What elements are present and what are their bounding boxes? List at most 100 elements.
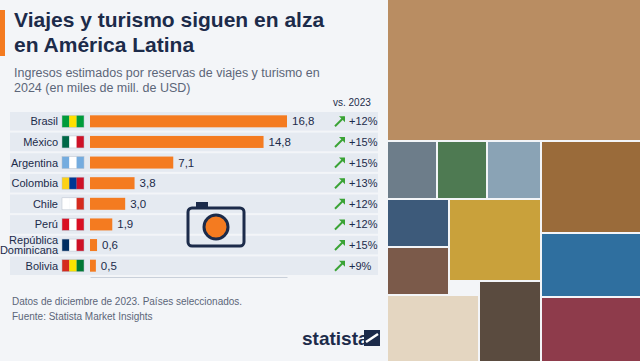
flag-stripe (69, 218, 76, 230)
photo (542, 234, 640, 296)
category-label: Colombia (2, 173, 58, 194)
photo (388, 142, 436, 198)
data-label: 16,8 (292, 115, 314, 127)
chart-svg: 16,814,87,13,83,01,90,60,5vs. 2023+12%+1… (0, 0, 640, 361)
data-labels: 16,814,87,13,83,01,90,60,5 (101, 115, 315, 271)
logo-icon (364, 330, 380, 346)
arrow-head (339, 240, 345, 246)
flag-stripe (69, 157, 76, 169)
logo-stroke (366, 334, 378, 342)
flag-stripe (77, 157, 84, 169)
subtitle: Ingresos estimados por reservas de viaje… (14, 66, 344, 96)
change-arrow (335, 116, 345, 126)
photo-collage (388, 0, 640, 361)
flag-stripe (77, 239, 84, 251)
data-label: 1,9 (117, 218, 133, 230)
arrow-shaft (335, 262, 344, 271)
flag-stripe (62, 239, 69, 251)
change-arrow (335, 199, 345, 209)
x-axis (91, 277, 288, 278)
row-band (10, 256, 378, 275)
flag-stripe (69, 198, 76, 210)
change-label: +9% (349, 260, 372, 272)
arrow-head (339, 199, 345, 205)
row-band (10, 133, 378, 152)
photo (542, 142, 640, 232)
arrow-head (339, 261, 345, 267)
flag-stripe (69, 115, 76, 127)
change-column: +12%+15%+15%+13%+12%+12%+15%+9% (335, 115, 378, 271)
photo (388, 0, 640, 140)
category-label: República Dominicana (2, 235, 58, 256)
flag-stripe (77, 177, 84, 189)
arrow-head (339, 137, 345, 143)
flag-stripe (77, 136, 84, 148)
change-label: +12% (349, 198, 378, 210)
photo (438, 142, 486, 198)
bar (90, 198, 125, 210)
category-label: Argentina (2, 152, 58, 173)
change-arrow (335, 137, 345, 147)
photo (388, 248, 448, 294)
data-label: 7,1 (178, 157, 194, 169)
axis-line (91, 277, 288, 278)
arrow-head (339, 219, 345, 225)
flag-border (62, 157, 84, 169)
category-label: Chile (2, 194, 58, 215)
photo (388, 296, 478, 361)
title-accent (0, 10, 5, 56)
row-bands (10, 112, 378, 275)
camera-body (188, 208, 244, 246)
data-label: 0,5 (101, 260, 117, 272)
arrow-shaft (335, 220, 344, 229)
flag-stripe (69, 136, 76, 148)
change-arrow (335, 219, 345, 229)
change-label: +15% (349, 239, 378, 251)
flags (62, 115, 84, 271)
change-label: +15% (349, 157, 378, 169)
change-arrow (335, 240, 345, 250)
camera-lens (204, 215, 228, 239)
photo (480, 282, 540, 361)
flag-border (62, 115, 84, 127)
bar (90, 157, 173, 169)
bar (90, 218, 112, 230)
photo (388, 200, 448, 246)
row-band (10, 112, 378, 131)
flag-stripe (77, 198, 84, 210)
arrow-head (339, 158, 345, 164)
arrow-shaft (335, 117, 344, 126)
logo-square (364, 330, 380, 346)
photo (542, 298, 640, 361)
arrow-shaft (335, 241, 344, 250)
flag-stripe (62, 198, 69, 210)
camera-icon (188, 202, 244, 246)
flag-stripe (62, 218, 69, 230)
note: Datos de diciembre de 2023. Países selec… (12, 296, 242, 307)
flag-stripe (69, 239, 76, 251)
flag-stripe (77, 115, 84, 127)
flag-border (62, 239, 84, 251)
flag-stripe (77, 218, 84, 230)
change-label: +12% (349, 115, 378, 127)
flag-stripe (69, 177, 76, 189)
flag-border (62, 218, 84, 230)
flag-stripe (69, 260, 76, 272)
flag-border (62, 198, 84, 210)
camera-button (196, 202, 208, 208)
data-label: 14,8 (269, 136, 291, 148)
flag-stripe (62, 115, 69, 127)
flag-stripe (62, 136, 69, 148)
flag-stripe (62, 157, 69, 169)
category-label: Brasil (2, 111, 58, 132)
arrow-shaft (335, 200, 344, 209)
data-label: 3,8 (140, 177, 156, 189)
photo (488, 142, 540, 198)
row-band (10, 195, 378, 214)
arrow-shaft (335, 179, 344, 188)
change-label: +13% (349, 177, 378, 189)
data-label: 3,0 (130, 198, 146, 210)
title: Viajes y turismo siguen en alza en Améri… (14, 7, 344, 57)
bar (90, 136, 264, 148)
arrow-shaft (335, 159, 344, 168)
